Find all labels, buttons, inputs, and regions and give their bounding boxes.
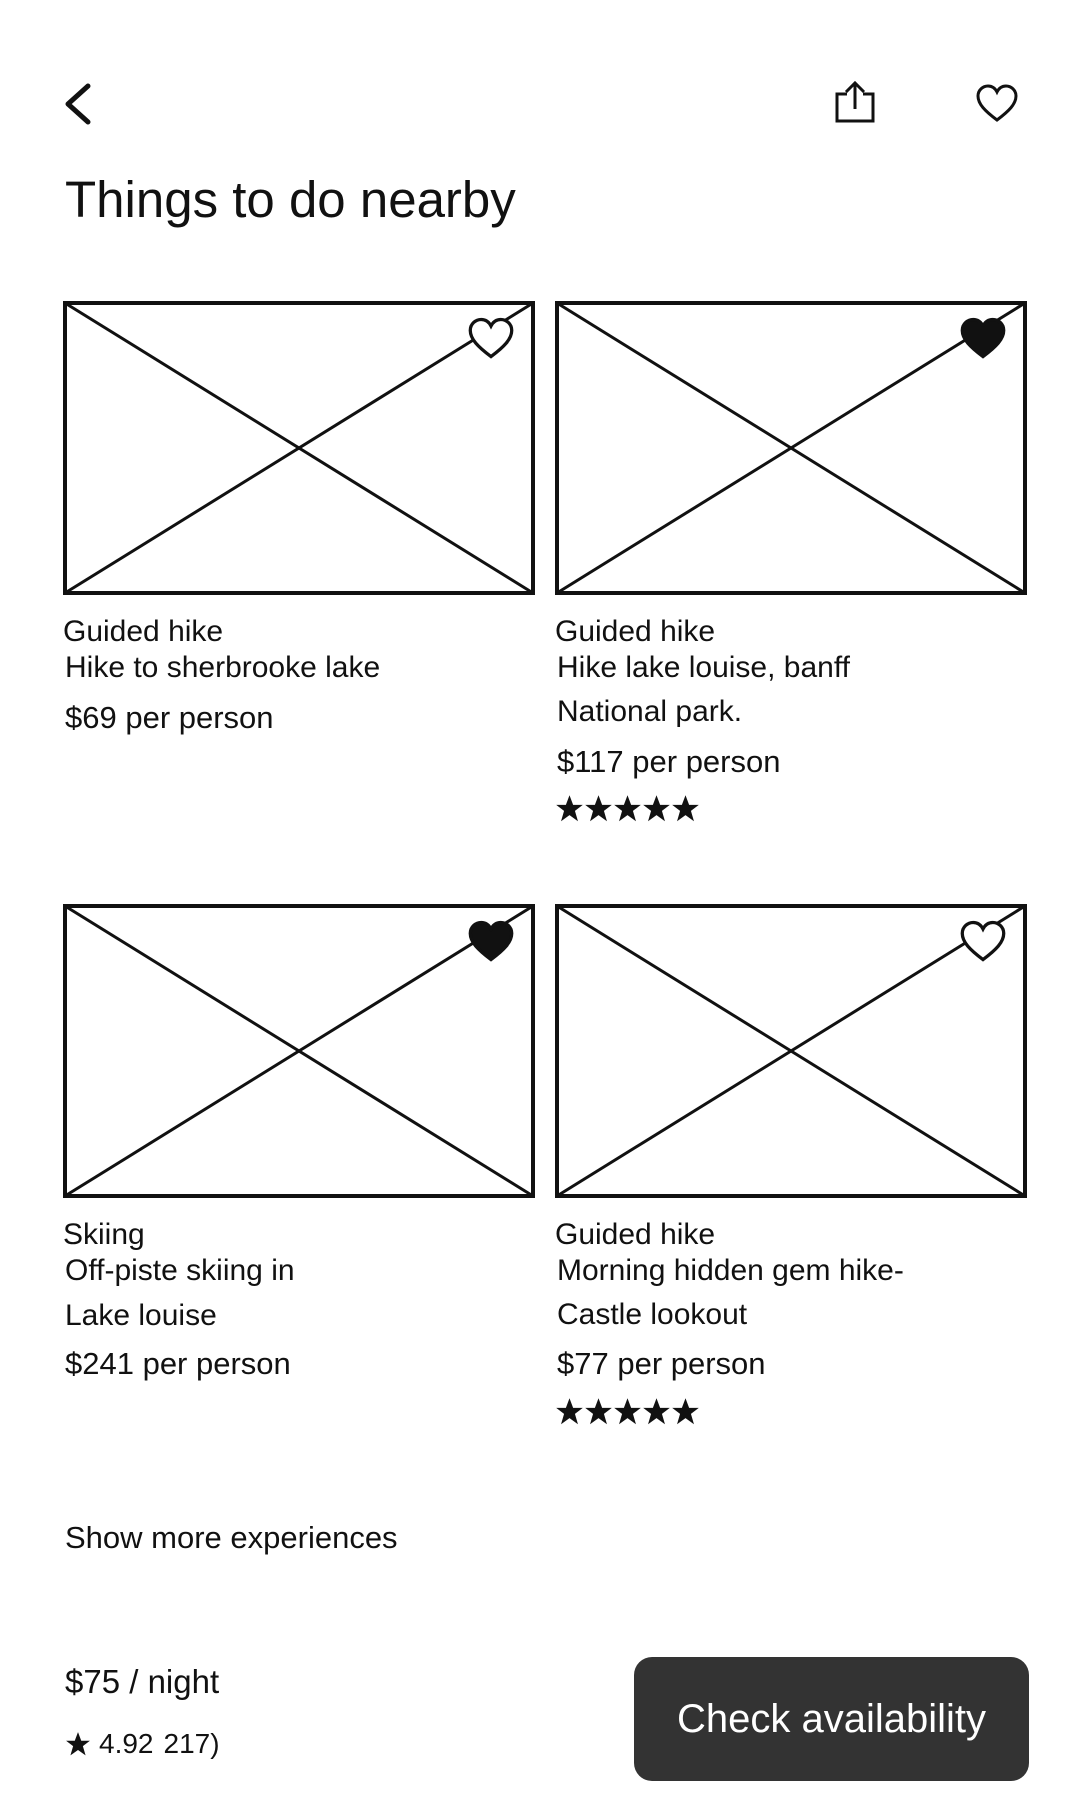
- share-icon: [835, 80, 875, 123]
- check-availability-button[interactable]: Check availability: [634, 1657, 1029, 1781]
- star-icon: [66, 1732, 90, 1756]
- star-icon: [643, 795, 670, 822]
- star-icon: [643, 1398, 670, 1425]
- share-button[interactable]: [834, 80, 876, 124]
- experience-name-line-2: National park.: [557, 695, 743, 728]
- heart-filled-icon[interactable]: [959, 316, 1007, 360]
- experience-price: $69 per person: [65, 700, 274, 735]
- image-placeholder: [555, 301, 1027, 595]
- star-rating: [555, 794, 700, 824]
- heart-filled-icon[interactable]: [467, 919, 515, 963]
- experience-name: Hike to sherbrooke lake: [65, 651, 381, 684]
- rating-value: 4.92: [99, 1728, 154, 1759]
- experience-name: Morning hidden gem hike-: [557, 1254, 904, 1287]
- experience-card[interactable]: Guided hike Hike lake louise, banff Nati…: [555, 301, 1027, 822]
- image-placeholder: [63, 301, 535, 595]
- experience-name: Off-piste skiing in: [65, 1254, 295, 1287]
- experience-card[interactable]: Guided hike Hike to sherbrooke lake $69 …: [63, 301, 535, 735]
- star-icon: [614, 795, 641, 822]
- heart-outline-icon[interactable]: [467, 316, 515, 360]
- star-icon: [672, 1398, 699, 1425]
- experience-name-line-2: Castle lookout: [557, 1298, 748, 1331]
- experience-price: $241 per person: [65, 1346, 291, 1381]
- experience-card[interactable]: Guided hike Morning hidden gem hike- Cas…: [555, 904, 1027, 1425]
- star-rating: [555, 1397, 700, 1427]
- star-icon: [556, 795, 583, 822]
- star-icon: [672, 795, 699, 822]
- experience-category: Guided hike: [555, 1218, 716, 1251]
- heart-outline-icon: [976, 84, 1018, 122]
- heart-outline-icon[interactable]: [959, 919, 1007, 963]
- rating-summary: 4.92 217): [65, 1724, 220, 1764]
- star-icon: [556, 1398, 583, 1425]
- star-icon: [585, 1398, 612, 1425]
- favorite-button[interactable]: [975, 83, 1019, 123]
- experience-category: Guided hike: [555, 615, 716, 648]
- experience-name: Hike lake louise, banff: [557, 651, 850, 684]
- image-placeholder: [63, 904, 535, 1198]
- back-button[interactable]: [62, 82, 94, 126]
- star-icon: [585, 795, 612, 822]
- experience-price: $77 per person: [557, 1346, 766, 1381]
- experience-name-line-2: Lake louise: [65, 1299, 217, 1332]
- show-more-link[interactable]: Show more experiences: [65, 1520, 398, 1555]
- price-per-night: $75 / night: [65, 1663, 220, 1700]
- image-placeholder: [555, 904, 1027, 1198]
- experience-card[interactable]: Skiing Off-piste skiing in Lake louise $…: [63, 904, 535, 1381]
- experience-category: Guided hike: [63, 615, 224, 648]
- chevron-left-icon: [65, 83, 91, 125]
- review-count: 217): [163, 1728, 220, 1759]
- experience-price: $117 per person: [557, 744, 781, 779]
- page-title: Things to do nearby: [65, 171, 516, 228]
- star-icon: [614, 1398, 641, 1425]
- experience-category: Skiing: [63, 1218, 145, 1251]
